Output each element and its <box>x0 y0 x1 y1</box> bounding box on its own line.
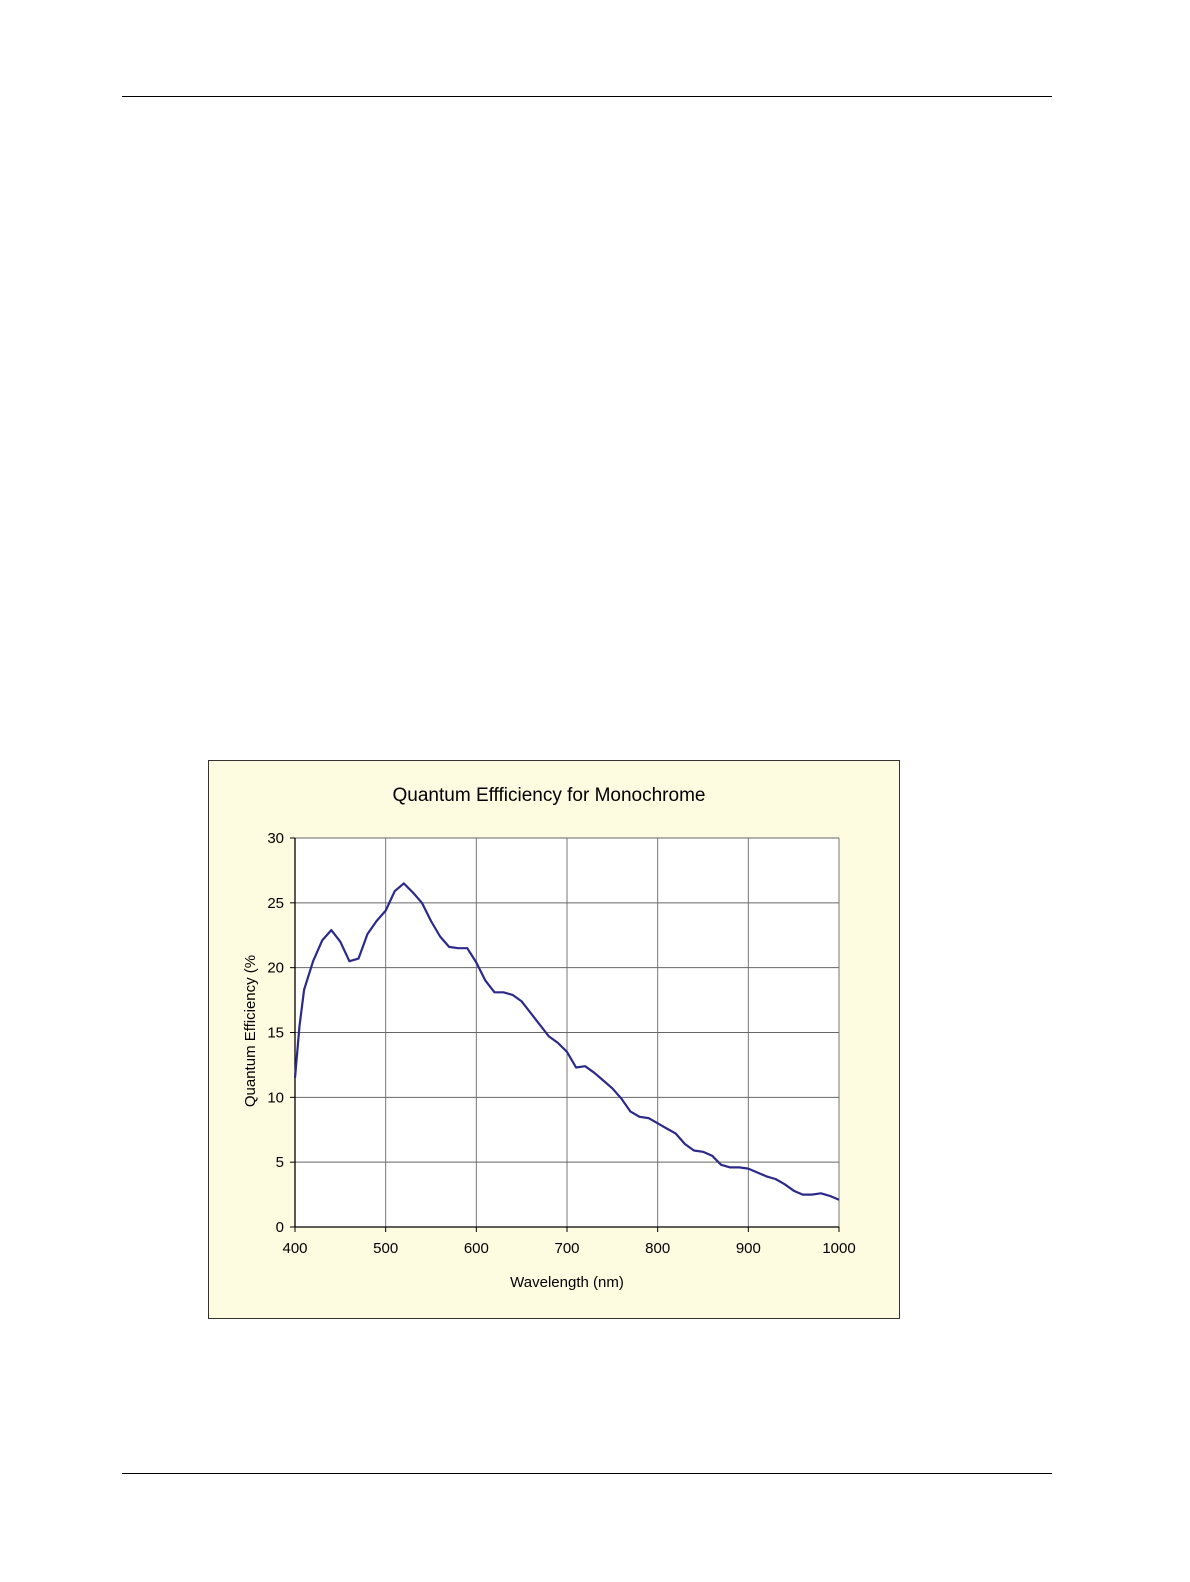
chart-panel: Quantum Effficiency for Monochrome 400 50… <box>208 760 900 1319</box>
tick-labels: 400 500 600 700 800 900 1000 0 5 10 15 20 25 30 <box>267 830 855 1257</box>
x-tick-label: 400 <box>282 1240 307 1257</box>
chart-title: Quantum Effficiency for Monochrome <box>393 785 706 806</box>
x-tick-label: 500 <box>373 1240 398 1257</box>
x-tick-label: 700 <box>554 1240 579 1257</box>
header-rule <box>122 96 1052 97</box>
y-tick-label: 20 <box>267 960 284 977</box>
y-tick-label: 25 <box>267 895 284 912</box>
x-tick-label: 800 <box>645 1240 670 1257</box>
x-tick-label: 900 <box>736 1240 761 1257</box>
x-tick-label: 1000 <box>822 1240 855 1257</box>
y-axis-label: Quantum Efficiency (% <box>242 955 259 1107</box>
grid <box>295 837 840 1227</box>
y-tick-label: 15 <box>267 1025 284 1042</box>
x-tick-label: 600 <box>464 1240 489 1257</box>
footer-rule <box>122 1473 1052 1474</box>
y-tick-label: 0 <box>276 1219 284 1236</box>
axes <box>290 837 840 1232</box>
x-axis-label: Wavelength (nm) <box>510 1274 624 1291</box>
y-tick-label: 5 <box>276 1154 284 1171</box>
series-line <box>293 882 840 1201</box>
quantum-efficiency-chart: Quantum Effficiency for Monochrome 400 50… <box>242 785 856 1291</box>
y-tick-label: 10 <box>267 1089 284 1106</box>
y-tick-label: 30 <box>267 830 284 847</box>
